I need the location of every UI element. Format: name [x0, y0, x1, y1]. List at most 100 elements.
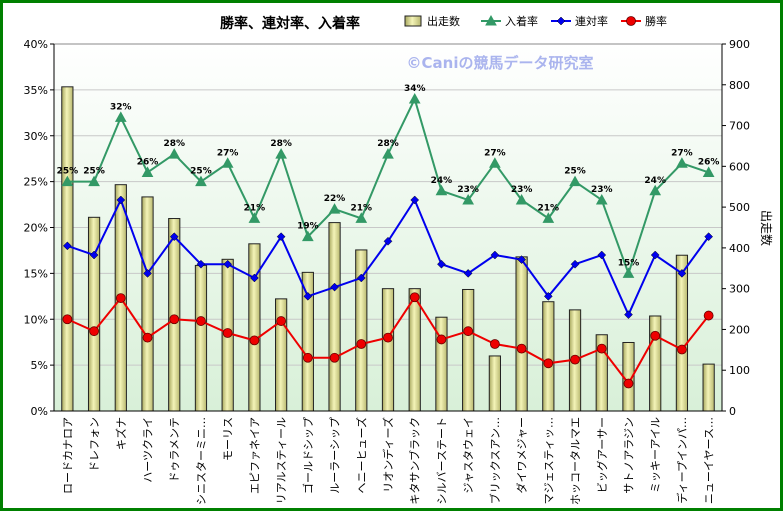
- marker-circle: [196, 316, 206, 326]
- marker-triangle: [489, 157, 501, 168]
- marker-triangle: [248, 212, 261, 223]
- y-right-tick-label: 500: [729, 201, 750, 214]
- marker-circle: [516, 343, 527, 354]
- marker-diamond: [383, 236, 393, 246]
- data-label: 32%: [110, 102, 132, 112]
- legend-label: 連対率: [575, 14, 608, 28]
- bar: [194, 264, 208, 412]
- x-tick-label: リアルスティール: [275, 417, 288, 504]
- y-right-tick-label: 700: [729, 120, 750, 133]
- marker-circle: [169, 314, 180, 325]
- marker-diamond: [196, 259, 206, 269]
- y-right-tick-label: 300: [729, 283, 750, 296]
- marker-triangle: [462, 193, 475, 205]
- marker-diamond: [410, 195, 420, 205]
- y-left-tick-label: 5%: [31, 359, 48, 372]
- data-label: 21%: [538, 203, 560, 213]
- bar: [675, 254, 689, 412]
- data-label: 34%: [404, 84, 426, 94]
- y-axis-right-title: 出走数: [759, 210, 774, 246]
- data-label: 21%: [351, 203, 373, 213]
- x-tick-label: マジェスティッ…: [542, 417, 555, 504]
- data-label: 25%: [190, 167, 212, 177]
- x-tick-label: ダイワメジャー: [515, 417, 529, 493]
- y-left-tick-label: 10%: [24, 313, 48, 326]
- data-label: 19%: [297, 222, 319, 232]
- x-tick-label: ディープインパ…: [675, 417, 689, 504]
- x-tick-label: ゴールドシップ: [301, 417, 315, 494]
- marker-circle: [436, 334, 447, 345]
- marker-triangle: [61, 175, 74, 187]
- data-label: 27%: [217, 148, 239, 158]
- marker-diamond: [517, 255, 526, 264]
- marker-triangle: [702, 166, 715, 177]
- x-tick-label: ブリックスアン…: [488, 417, 502, 504]
- line-series: [61, 93, 715, 389]
- marker-circle: [626, 16, 636, 26]
- marker-diamond: [704, 232, 713, 242]
- marker-diamond: [437, 259, 446, 269]
- marker-circle: [115, 293, 126, 304]
- y-left-tick-label: 25%: [24, 176, 48, 189]
- x-tick-label: ニューイヤース…: [703, 417, 716, 504]
- marker-circle: [703, 310, 714, 321]
- marker-triangle: [622, 267, 635, 278]
- marker-circle: [222, 328, 233, 338]
- marker-diamond: [490, 250, 500, 260]
- marker-diamond: [463, 269, 473, 278]
- bar: [649, 315, 662, 412]
- marker-circle: [249, 335, 260, 346]
- marker-diamond: [543, 291, 553, 301]
- data-label: 23%: [511, 185, 533, 195]
- x-tick-label: エピファネイア: [248, 417, 261, 494]
- marker-diamond: [303, 291, 313, 301]
- legend-swatch-bar: [404, 15, 422, 27]
- marker-circle: [677, 344, 687, 355]
- watermark: ©Caniの競馬データ研究室: [407, 54, 594, 72]
- bar: [515, 256, 528, 412]
- x-tick-label: キタサンブラック: [408, 417, 422, 505]
- marker-diamond: [223, 259, 233, 269]
- marker-triangle: [649, 184, 662, 196]
- marker-circle: [596, 343, 607, 354]
- x-tick-label: ビッグアーサー: [595, 417, 609, 493]
- bar: [542, 301, 555, 412]
- y-left-tick-label: 35%: [24, 84, 48, 97]
- data-label: 27%: [671, 148, 693, 158]
- x-tick-label: シニスターミニ…: [195, 417, 208, 505]
- marker-circle: [543, 358, 554, 369]
- marker-triangle: [515, 193, 528, 205]
- chart-title: 勝率、連対率、入着率: [220, 15, 360, 32]
- x-tick-label: ホッコータルマエ: [569, 417, 582, 505]
- marker-triangle: [195, 175, 207, 187]
- marker-diamond: [169, 232, 179, 242]
- marker-circle: [623, 378, 634, 389]
- y-right-tick-label: 100: [729, 364, 750, 377]
- data-label: 28%: [377, 139, 399, 149]
- marker-diamond: [330, 282, 339, 292]
- bar: [328, 222, 341, 412]
- legend-label: 入着率: [505, 14, 538, 28]
- marker-circle: [383, 332, 393, 343]
- data-label: 25%: [564, 167, 586, 177]
- marker-triangle: [88, 175, 100, 187]
- data-label: 28%: [270, 139, 292, 149]
- data-label: 25%: [83, 167, 105, 177]
- x-tick-label: ドレフォン: [88, 417, 101, 472]
- x-tick-label: シルバーステート: [435, 417, 448, 504]
- x-tick-label: ハーツクライ: [142, 417, 155, 483]
- x-tick-label: ロードカナロア: [61, 417, 74, 494]
- marker-circle: [89, 326, 99, 337]
- data-labels: 25% 25% 32% 26% 28% 25% 27% 21% 28% 19% 22% 21% 28% 3…: [57, 84, 720, 268]
- legend-label: 勝率: [645, 14, 667, 28]
- bar: [275, 298, 288, 412]
- data-label: 28%: [163, 139, 185, 149]
- marker-diamond: [650, 250, 660, 260]
- bar: [435, 316, 448, 412]
- marker-diamond: [556, 16, 566, 26]
- legend-label: 出走数: [427, 14, 460, 28]
- x-tick-label: ルーラーシップ: [329, 417, 342, 494]
- marker-triangle: [569, 175, 581, 187]
